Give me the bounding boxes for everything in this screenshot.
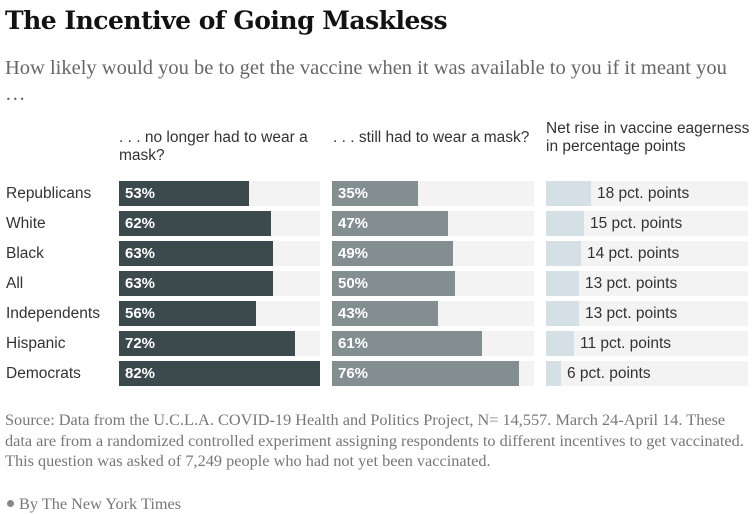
still-mask-track: 49% bbox=[332, 241, 534, 266]
still-mask-bar bbox=[332, 361, 519, 386]
no-mask-track: 63% bbox=[119, 271, 320, 296]
no-mask-value-label: 62% bbox=[125, 215, 156, 232]
row-label: Republicans bbox=[6, 185, 92, 202]
no-mask-value-label: 72% bbox=[125, 335, 156, 352]
no-mask-track: 72% bbox=[119, 331, 320, 356]
still-mask-value-label: 49% bbox=[338, 245, 369, 262]
no-mask-value-label: 82% bbox=[125, 365, 156, 382]
still-mask-value-label: 76% bbox=[338, 365, 369, 382]
net-rise-bar bbox=[546, 211, 584, 236]
still-mask-value-label: 61% bbox=[338, 335, 369, 352]
row-label: All bbox=[6, 275, 24, 292]
row-label: Independents bbox=[6, 305, 100, 322]
net-rise-value-label: 18 pct. points bbox=[597, 185, 690, 202]
no-mask-value-label: 63% bbox=[125, 275, 156, 292]
still-mask-bar bbox=[332, 271, 455, 296]
no-mask-bar bbox=[119, 361, 320, 386]
no-mask-bar bbox=[119, 331, 295, 356]
no-mask-track: 56% bbox=[119, 301, 320, 326]
chart-title: The Incentive of Going Maskless bbox=[5, 6, 448, 35]
still-mask-bar bbox=[332, 301, 438, 326]
no-mask-bar bbox=[119, 241, 273, 266]
still-mask-bar bbox=[332, 241, 453, 266]
source-note: Source: Data from the U.C.L.A. COVID-19 … bbox=[5, 410, 744, 470]
no-mask-track: 62% bbox=[119, 211, 320, 236]
byline: By The New York Times bbox=[7, 494, 181, 514]
still-mask-bar bbox=[332, 181, 418, 206]
still-mask-value-label: 47% bbox=[338, 215, 369, 232]
net-rise-value-label: 15 pct. points bbox=[590, 215, 683, 232]
byline-text: By The New York Times bbox=[19, 494, 182, 513]
no-mask-track: 82% bbox=[119, 361, 320, 386]
still-mask-value-label: 35% bbox=[338, 185, 369, 202]
net-rise-track: 11 pct. points bbox=[546, 331, 748, 356]
net-rise-track: 13 pct. points bbox=[546, 301, 748, 326]
net-rise-value-label: 13 pct. points bbox=[585, 275, 678, 292]
no-mask-track: 63% bbox=[119, 241, 320, 266]
net-rise-bar bbox=[546, 361, 561, 386]
net-rise-track: 15 pct. points bbox=[546, 211, 748, 236]
no-mask-bar bbox=[119, 181, 249, 206]
net-rise-value-label: 11 pct. points bbox=[580, 335, 672, 352]
still-mask-bar bbox=[332, 331, 482, 356]
net-rise-track: 18 pct. points bbox=[546, 181, 748, 206]
net-rise-value-label: 13 pct. points bbox=[585, 305, 678, 322]
no-mask-bar bbox=[119, 211, 271, 236]
net-rise-bar bbox=[546, 301, 579, 326]
no-mask-value-label: 56% bbox=[125, 305, 156, 322]
still-mask-track: 50% bbox=[332, 271, 534, 296]
still-mask-track: 61% bbox=[332, 331, 534, 356]
no-mask-bar bbox=[119, 271, 273, 296]
net-rise-track: 6 pct. points bbox=[546, 361, 748, 386]
still-mask-track: 43% bbox=[332, 301, 534, 326]
chart-subtitle: How likely would you be to get the vacci… bbox=[5, 57, 727, 105]
row-label: White bbox=[6, 215, 46, 232]
no-mask-bar bbox=[119, 301, 256, 326]
still-mask-track: 47% bbox=[332, 211, 534, 236]
row-label: Hispanic bbox=[6, 335, 66, 352]
no-mask-value-label: 53% bbox=[125, 185, 156, 202]
row-label: Democrats bbox=[6, 365, 81, 382]
still-mask-value-label: 43% bbox=[338, 305, 369, 322]
net-rise-track: 14 pct. points bbox=[546, 241, 748, 266]
net-rise-bar bbox=[546, 331, 574, 356]
column-header-net-rise: Net rise in vaccine eagerness in percent… bbox=[546, 120, 750, 155]
net-rise-value-label: 14 pct. points bbox=[587, 245, 680, 262]
row-label: Black bbox=[6, 245, 44, 262]
net-rise-bar bbox=[546, 241, 581, 266]
no-mask-track: 53% bbox=[119, 181, 320, 206]
no-mask-value-label: 63% bbox=[125, 245, 156, 262]
still-mask-track: 76% bbox=[332, 361, 534, 386]
still-mask-track: 35% bbox=[332, 181, 534, 206]
still-mask-value-label: 50% bbox=[338, 275, 369, 292]
net-rise-bar bbox=[546, 181, 591, 206]
net-rise-bar bbox=[546, 271, 579, 296]
still-mask-bar bbox=[332, 211, 448, 236]
net-rise-track: 13 pct. points bbox=[546, 271, 748, 296]
column-header-no-mask: . . . no longer had to wear a mask? bbox=[119, 129, 308, 164]
column-header-still-mask: . . . still had to wear a mask? bbox=[333, 129, 530, 146]
net-rise-value-label: 6 pct. points bbox=[567, 365, 651, 382]
bullet-icon bbox=[7, 500, 14, 507]
